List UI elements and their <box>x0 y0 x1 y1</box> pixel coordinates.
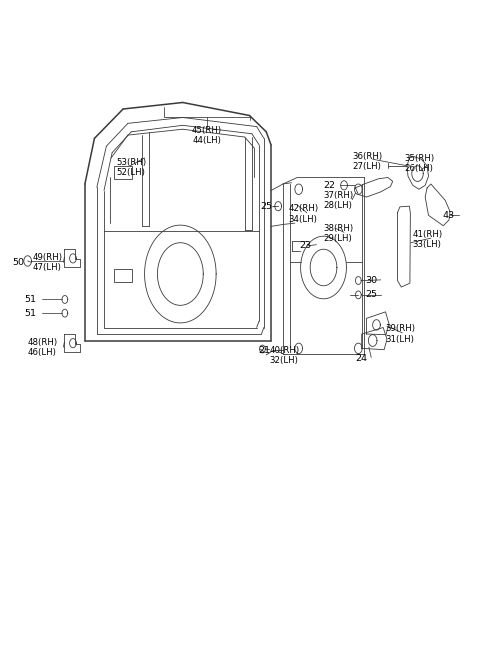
Text: 48(RH)
46(LH): 48(RH) 46(LH) <box>28 337 58 356</box>
Text: 43: 43 <box>443 211 455 220</box>
Text: 36(RH)
27(LH): 36(RH) 27(LH) <box>352 152 382 171</box>
Text: 40(RH)
32(LH): 40(RH) 32(LH) <box>270 346 300 365</box>
Text: 51: 51 <box>24 295 36 304</box>
Text: 25: 25 <box>261 202 273 212</box>
Text: 21: 21 <box>258 346 270 356</box>
Text: 24: 24 <box>356 354 368 364</box>
Text: 23: 23 <box>300 241 312 250</box>
Text: 35(RH)
26(LH): 35(RH) 26(LH) <box>405 154 435 173</box>
Text: 41(RH)
33(LH): 41(RH) 33(LH) <box>413 230 443 249</box>
Bar <box>114 166 132 179</box>
Bar <box>114 269 132 282</box>
Text: 38(RH)
29(LH): 38(RH) 29(LH) <box>324 224 354 243</box>
Text: 25: 25 <box>365 290 377 299</box>
Text: 49(RH)
47(LH): 49(RH) 47(LH) <box>33 253 62 272</box>
Text: 53(RH)
52(LH): 53(RH) 52(LH) <box>116 158 146 178</box>
Text: 22: 22 <box>324 181 336 190</box>
Text: 42(RH)
34(LH): 42(RH) 34(LH) <box>288 204 319 223</box>
Text: 50: 50 <box>12 258 24 267</box>
Text: 39(RH)
31(LH): 39(RH) 31(LH) <box>385 324 416 343</box>
Text: 37(RH)
28(LH): 37(RH) 28(LH) <box>324 191 354 210</box>
Text: 51: 51 <box>24 309 36 318</box>
Text: 30: 30 <box>365 276 377 285</box>
Text: 45(RH)
44(LH): 45(RH) 44(LH) <box>192 126 222 145</box>
